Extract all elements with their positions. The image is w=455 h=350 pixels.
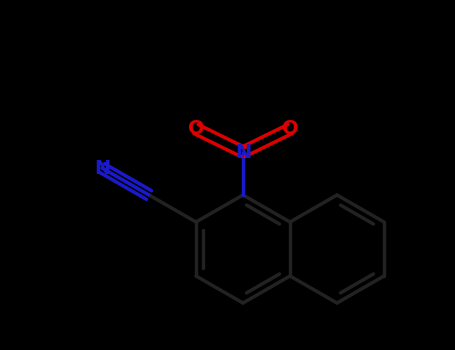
Text: N: N (235, 142, 251, 161)
Text: N: N (94, 159, 110, 177)
Text: O: O (187, 119, 204, 139)
Text: O: O (282, 119, 298, 139)
